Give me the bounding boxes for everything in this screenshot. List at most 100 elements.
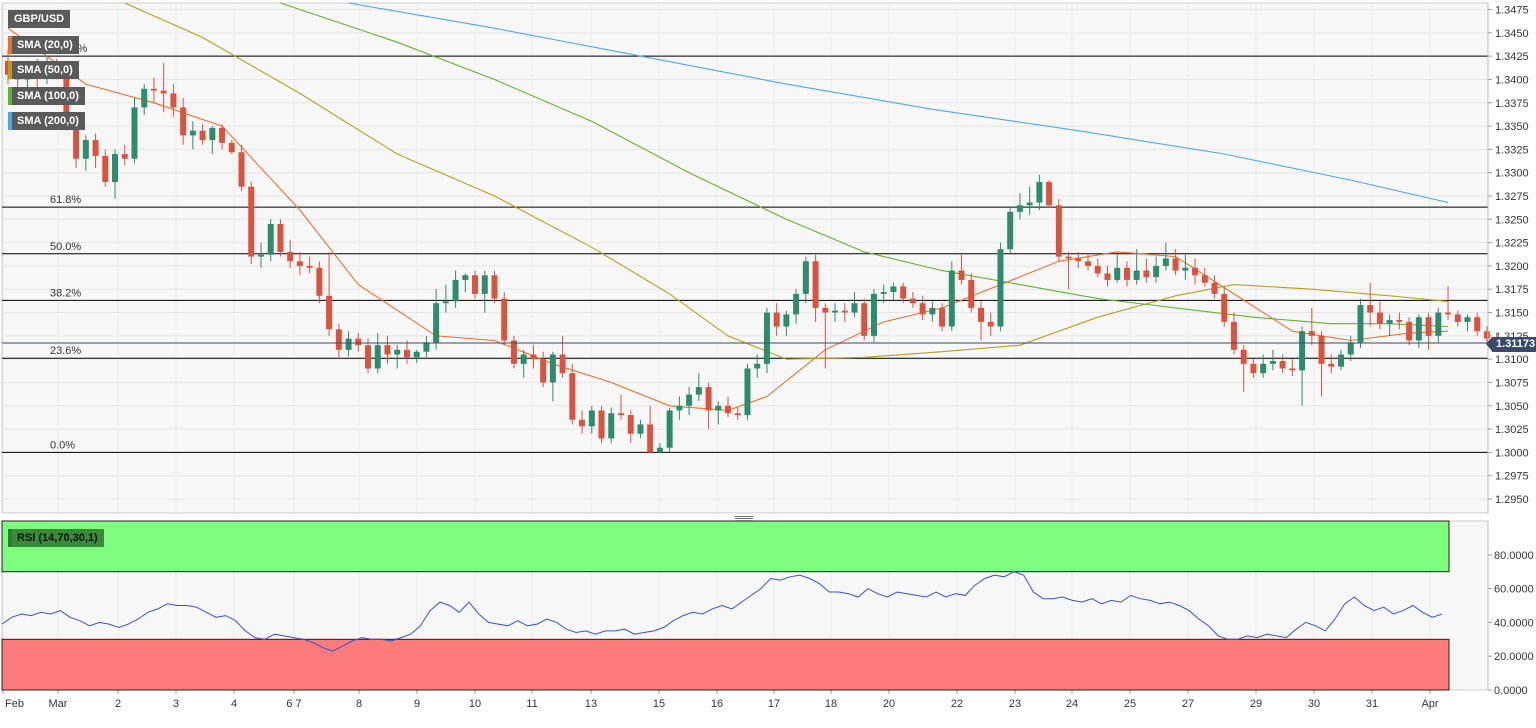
candle-body <box>228 142 235 153</box>
candle-body <box>1425 317 1432 336</box>
y-tick-label: 1.3375 <box>1495 98 1529 110</box>
candle-body <box>822 307 829 313</box>
candle-body <box>287 251 294 262</box>
candle-body <box>1445 312 1452 315</box>
candle-body <box>1483 331 1490 339</box>
candle-body <box>676 405 683 411</box>
candle-body <box>1085 261 1092 266</box>
candle-body <box>812 261 819 308</box>
x-tick-label: 17 <box>768 698 780 710</box>
y-tick-label: 1.3350 <box>1495 121 1529 133</box>
candle-body <box>637 424 644 434</box>
candle-body <box>1201 275 1208 283</box>
candle-body <box>783 314 790 327</box>
fibonacci-level-label: 38.2% <box>50 287 81 299</box>
y-tick-label: 1.3450 <box>1495 28 1529 40</box>
fibonacci-level-label: 50.0% <box>50 241 81 253</box>
candle-body <box>1104 273 1111 280</box>
candle-body <box>1406 321 1413 341</box>
candle-body <box>1153 265 1160 278</box>
legend-sma-20[interactable]: SMA (20,0) <box>8 36 79 54</box>
candle-body <box>1016 205 1023 212</box>
candle-body <box>1230 321 1237 350</box>
candle-body <box>510 340 517 364</box>
candle-body <box>433 303 440 343</box>
y-tick-label: 1.3000 <box>1495 447 1529 459</box>
candle-body <box>559 354 566 374</box>
candle-body <box>1075 258 1082 262</box>
candle-body <box>481 275 488 294</box>
y-tick-label: 1.3250 <box>1495 214 1529 226</box>
x-tick-label: 8 <box>356 698 362 710</box>
candle-body <box>1279 361 1286 369</box>
candle-body <box>1211 282 1218 294</box>
x-tick-label: 9 <box>414 698 420 710</box>
candle-body <box>978 307 984 322</box>
symbol-label[interactable]: GBP/USD <box>8 10 71 28</box>
candle-body <box>958 270 965 280</box>
candle-body <box>968 279 975 308</box>
x-tick-label: 20 <box>883 698 895 710</box>
candle-body <box>267 223 274 255</box>
candle-body <box>1094 265 1101 274</box>
candle-body <box>695 387 702 395</box>
candle-body <box>131 107 138 159</box>
candle-body <box>1007 211 1014 250</box>
candle-body <box>880 292 887 294</box>
fibonacci-level-label: 61.8% <box>50 194 81 206</box>
legend-swatch <box>8 529 12 547</box>
candle-body <box>170 93 177 108</box>
legend-sma-200[interactable]: SMA (200,0) <box>8 112 85 130</box>
candle-body <box>238 152 245 187</box>
price-pane-background <box>1 2 1489 514</box>
x-tick-label: 22 <box>951 698 963 710</box>
legend-label: SMA (50,0) <box>12 61 79 79</box>
candle-body <box>82 140 89 159</box>
sma-line <box>7 27 1449 411</box>
candle-body <box>948 270 955 327</box>
candle-body <box>1367 305 1374 313</box>
y-tick-label: 1.3325 <box>1495 144 1529 156</box>
candle-body <box>423 342 430 352</box>
candle-body <box>656 447 663 453</box>
candle-body <box>598 410 605 439</box>
candle-body <box>1308 331 1315 336</box>
candle-body <box>1065 256 1072 259</box>
candle-body <box>452 279 459 302</box>
candle-body <box>744 368 751 416</box>
x-tick-label: 30 <box>1308 698 1320 710</box>
x-tick-label: 27 <box>1182 698 1194 710</box>
candle-body <box>1162 258 1169 266</box>
rsi-overbought-zone <box>1 520 1450 573</box>
candle-body <box>754 363 761 369</box>
candle-body <box>1036 182 1043 203</box>
x-tick-label: 24 <box>1066 698 1078 710</box>
candle-body <box>365 345 372 369</box>
candle-body <box>355 338 362 346</box>
pane-splitter-handle[interactable] <box>735 515 753 521</box>
x-tick-label: 18 <box>825 698 837 710</box>
candle-body <box>705 387 712 411</box>
x-tick-label: 4 <box>231 698 237 710</box>
candle-body <box>1454 314 1461 322</box>
candle-body <box>1435 312 1442 336</box>
candle-body <box>900 286 907 299</box>
legend-sma-100[interactable]: SMA (100,0) <box>8 87 85 105</box>
candle-body <box>608 413 615 439</box>
rsi-legend[interactable]: RSI (14,70,30,1) <box>8 529 104 547</box>
candle-body <box>1347 342 1354 355</box>
rsi-y-tick-label: 40.0000 <box>1494 617 1534 629</box>
y-tick-label: 1.3400 <box>1495 74 1529 86</box>
legend-sma-50[interactable]: SMA (50,0) <box>8 61 79 79</box>
candle-body <box>1182 267 1189 271</box>
candle-body <box>1415 317 1422 341</box>
candle-body <box>1386 320 1393 324</box>
y-tick-label: 1.3075 <box>1495 377 1529 389</box>
candle-body <box>666 410 673 448</box>
candle-body <box>413 351 420 358</box>
candle-body <box>219 127 226 143</box>
candle-body <box>403 349 410 358</box>
candle-body <box>773 312 780 327</box>
candle-body <box>851 303 858 313</box>
y-tick-label: 1.3200 <box>1495 261 1529 273</box>
